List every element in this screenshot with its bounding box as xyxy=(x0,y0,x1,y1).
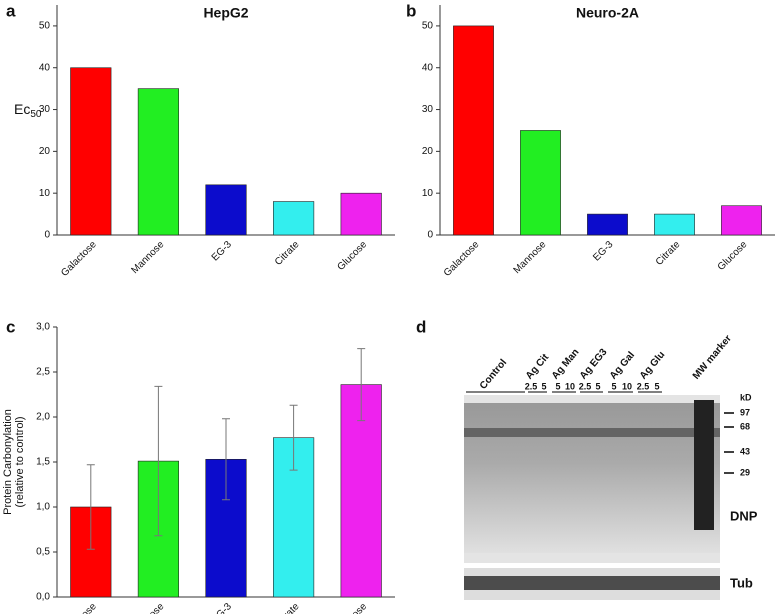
panel-label: a xyxy=(6,1,16,20)
y-tick-label: 30 xyxy=(422,104,434,115)
x-tick-label: Glucose xyxy=(335,239,369,273)
y-tick-label: 40 xyxy=(422,62,434,73)
bar xyxy=(453,25,494,236)
blot-label: Tub xyxy=(730,575,753,590)
bar xyxy=(340,192,382,236)
panel-label: d xyxy=(416,317,426,336)
dose-label: 10 xyxy=(622,381,632,391)
dose-label: 10 xyxy=(565,381,575,391)
blot xyxy=(464,391,720,600)
y-tick-label: 0,5 xyxy=(36,547,50,558)
y-tick-label: 10 xyxy=(39,188,51,199)
bar xyxy=(273,201,315,236)
x-tick-label: Mannose xyxy=(130,239,167,276)
y-tick-label: 3,0 xyxy=(36,322,50,333)
error-bar xyxy=(357,348,366,422)
lane-label: MW marker xyxy=(691,333,734,381)
dose-label: 5 xyxy=(611,381,616,391)
y-tick-label: 1,5 xyxy=(36,457,50,468)
blot-band xyxy=(464,428,720,437)
blot-label: DNP xyxy=(730,508,758,523)
tub-band xyxy=(464,576,720,590)
lane-label: Ag EG3 xyxy=(578,347,610,382)
dose-label: 2.5 xyxy=(525,381,538,391)
y-tick-label: 50 xyxy=(39,21,51,32)
x-tick-label: Citrate xyxy=(273,601,302,614)
dose-label: 2.5 xyxy=(637,381,650,391)
bar xyxy=(520,130,561,236)
x-tick-label: Citrate xyxy=(654,239,683,268)
y-tick-label: 2,0 xyxy=(36,412,50,423)
y-axis-label: (relative to control) xyxy=(14,416,26,507)
y-tick-label: 50 xyxy=(422,21,434,32)
x-tick-label: EG-3 xyxy=(591,239,616,264)
panel-label: b xyxy=(406,1,416,20)
y-tick-label: 0,0 xyxy=(36,592,50,603)
x-tick-label: Galactose xyxy=(59,601,99,614)
x-tick-label: Glucose xyxy=(335,601,369,614)
lane-label: Ag Man xyxy=(550,347,582,382)
mw-label: 43 xyxy=(740,446,750,456)
dose-label: 2.5 xyxy=(579,381,592,391)
y-tick-label: 40 xyxy=(39,62,51,73)
error-bar xyxy=(154,385,163,537)
error-bar xyxy=(289,404,298,471)
y-tick-label: 1,0 xyxy=(36,502,50,513)
y-tick-label: 0 xyxy=(427,230,433,241)
error-bar xyxy=(86,464,95,550)
chart-title: HepG2 xyxy=(203,5,248,21)
lane-label: Ag Gal xyxy=(608,350,637,382)
y-tick-label: 20 xyxy=(39,146,51,157)
chart-title: Neuro-2A xyxy=(576,5,639,21)
error-bar xyxy=(222,418,230,501)
x-tick-label: Galactose xyxy=(442,239,482,279)
x-tick-label: EG-3 xyxy=(210,239,235,264)
dose-label: 5 xyxy=(541,381,546,391)
bar xyxy=(205,184,247,236)
lane-label: Ag Glu xyxy=(638,349,667,381)
bar xyxy=(654,213,695,236)
mw-label: 68 xyxy=(740,421,750,431)
y-tick-label: 10 xyxy=(422,188,434,199)
x-tick-label: Galactose xyxy=(59,239,99,279)
lane-label: Ag Cit xyxy=(524,351,552,381)
y-axis-label: Protein Carbonylation xyxy=(2,409,14,515)
lane-label: Control xyxy=(478,357,509,391)
bar xyxy=(137,88,179,236)
mw-unit: kD xyxy=(740,392,752,402)
x-tick-label: Mannose xyxy=(130,601,167,614)
mw-label: 29 xyxy=(740,467,750,477)
blot-marker xyxy=(694,400,714,530)
dose-label: 5 xyxy=(595,381,600,391)
x-tick-label: Citrate xyxy=(273,239,302,268)
blot-smear xyxy=(464,403,720,553)
dose-label: 5 xyxy=(555,381,560,391)
y-tick-label: 20 xyxy=(422,146,434,157)
y-tick-label: 0 xyxy=(44,230,50,241)
y-axis-label-sub: 50 xyxy=(30,109,42,120)
bar xyxy=(70,67,112,236)
y-tick-label: 30 xyxy=(39,104,51,115)
mw-label: 97 xyxy=(740,407,750,417)
dose-label: 5 xyxy=(654,381,659,391)
y-tick-label: 2,5 xyxy=(36,367,50,378)
y-axis-label-main: Ec xyxy=(14,101,30,117)
panel-label: c xyxy=(6,317,15,336)
x-tick-label: EG-3 xyxy=(210,601,235,614)
bar xyxy=(587,213,628,236)
bar xyxy=(721,205,762,236)
x-tick-label: Mannose xyxy=(512,239,549,276)
x-tick-label: Glucose xyxy=(716,239,750,273)
y-axis-label: Ec50 xyxy=(14,101,42,120)
